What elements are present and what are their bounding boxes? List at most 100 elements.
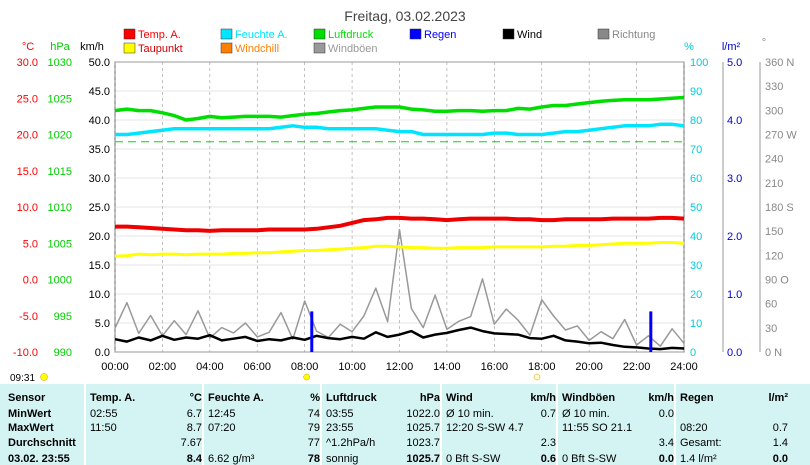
stats-column-title: Temp. A. <box>90 392 136 404</box>
stats-column-title: Windböen <box>562 392 616 404</box>
humidity-tick-label: 90 <box>690 86 702 98</box>
stats-cell-value: 2.3 <box>540 437 556 449</box>
pressure-tick-label: 1010 <box>48 202 72 214</box>
stats-column-title: Wind <box>446 392 473 404</box>
stats-cell-value: 0.0 <box>658 453 674 465</box>
pressure-tick-label: 1000 <box>48 275 72 287</box>
pressure-tick-label: 1020 <box>48 130 72 142</box>
stats-column-unit: °C <box>189 392 202 404</box>
stats-sensor-header: Sensor <box>8 392 46 404</box>
pressure-axis-unit: hPa <box>50 41 70 53</box>
direction-tick-label: 60 <box>765 299 777 311</box>
stats-cell-value: 0.6 <box>540 453 556 465</box>
rain-axis-unit: l/m² <box>722 41 741 53</box>
stats-cell-label: 11:55 SO 21.1 <box>562 422 633 434</box>
x-tick-label: 10:00 <box>338 361 366 373</box>
stats-cell-label: Gesamt: <box>680 437 722 449</box>
direction-tick-label: 90 O <box>765 275 789 287</box>
chart-title: Freitag, 03.02.2023 <box>344 8 466 24</box>
pressure-tick-label: 1030 <box>48 57 72 69</box>
rain-tick-label: 5.0 <box>727 57 742 69</box>
wind-tick-label: 15.0 <box>89 260 110 272</box>
humidity-tick-label: 70 <box>690 144 702 156</box>
stats-row-label: Durchschnitt <box>8 437 76 449</box>
direction-tick-label: 180 S <box>765 202 794 214</box>
sunrise-icon <box>40 373 48 381</box>
rain-tick-label: 3.0 <box>727 173 742 185</box>
stats-cell-label: sonnig <box>326 453 359 465</box>
wind-tick-label: 20.0 <box>89 231 110 243</box>
humidity-tick-label: 50 <box>690 202 702 214</box>
wind-tick-label: 10.0 <box>89 289 110 301</box>
stats-column-title: Regen <box>680 392 714 404</box>
stats-cell-label: 0 Bft S-SW <box>446 453 501 465</box>
stats-table: Sensor MinWert MaxWert Durchschnitt 03.02. 2… <box>0 384 810 465</box>
stats-row-label: MinWert <box>8 408 52 420</box>
stats-cell-label: 6.62 g/m³ <box>208 453 255 465</box>
rain-bar <box>649 311 653 352</box>
rain-tick-label: 2.0 <box>727 231 742 243</box>
direction-tick-label: 0 N <box>765 347 782 359</box>
legend-label-6: Taupunkt <box>138 43 183 55</box>
stats-cell-value: 78 <box>307 453 320 465</box>
stats-cell-label: 03:55 <box>326 408 354 420</box>
temp-tick-label: 25.0 <box>17 93 38 105</box>
stats-cell-value: 74 <box>307 408 320 420</box>
stats-column-unit: hPa <box>419 392 440 404</box>
x-tick-label: 20:00 <box>575 361 603 373</box>
legend-swatch-4 <box>502 28 515 40</box>
wind-tick-label: 35.0 <box>89 144 110 156</box>
stats-column-separator <box>202 384 204 465</box>
temp-tick-label: 15.0 <box>17 166 38 178</box>
legend-swatch-8 <box>313 42 326 54</box>
x-tick-label: 08:00 <box>291 361 319 373</box>
temp-tick-label: -5.0 <box>19 311 38 323</box>
legend-label-3: Regen <box>424 29 456 41</box>
x-tick-label: 02:00 <box>149 361 177 373</box>
legend-swatch-5 <box>597 28 610 40</box>
legend-swatch-3 <box>409 28 422 40</box>
stats-cell-value: 8.7 <box>186 422 202 434</box>
direction-tick-label: 120 <box>765 250 783 262</box>
rain-tick-label: 0.0 <box>727 347 742 359</box>
temp-tick-label: 0.0 <box>23 275 38 287</box>
stats-cell-value: 0.7 <box>772 422 788 434</box>
stats-column-title: Luftdruck <box>326 392 377 404</box>
pressure-tick-label: 995 <box>54 311 72 323</box>
legend-label-8: Windböen <box>328 43 378 55</box>
series-luftdruck <box>114 95 685 122</box>
humidity-tick-label: 60 <box>690 173 702 185</box>
stats-column-unit: km/h <box>530 392 556 404</box>
x-tick-label: 00:00 <box>101 361 129 373</box>
sun-marker-icon <box>303 373 310 381</box>
pressure-tick-label: 1015 <box>48 166 72 178</box>
humidity-tick-label: 10 <box>690 318 702 330</box>
stats-column-unit: % <box>310 392 320 404</box>
legend-swatch-6 <box>123 42 136 54</box>
stats-cell-label: 12:45 <box>208 408 236 420</box>
stats-column-separator <box>320 384 322 465</box>
stats-cell-label: 07:20 <box>208 422 236 434</box>
wind-axis-unit: km/h <box>80 41 104 53</box>
stats-cell-value: 3.4 <box>658 437 674 449</box>
stats-cell-value: 7.67 <box>180 437 202 449</box>
stats-cell-label: Ø 10 min. <box>446 408 494 420</box>
temp-axis-unit: °C <box>22 41 34 53</box>
x-tick-label: 24:00 <box>670 361 698 373</box>
stats-column-separator <box>440 384 442 465</box>
stats-cell-label: Ø 10 min. <box>562 408 610 420</box>
temp-tick-label: -10.0 <box>13 347 38 359</box>
wind-tick-label: 30.0 <box>89 173 110 185</box>
stats-column-separator <box>84 384 86 465</box>
stats-cell-value: 1022.0 <box>406 408 440 420</box>
stats-cell-label: 0 Bft S-SW <box>562 453 617 465</box>
rain-tick-label: 1.0 <box>727 289 742 301</box>
series-temp-a- <box>115 215 685 233</box>
direction-tick-label: 300 <box>765 105 783 117</box>
direction-tick-label: 210 <box>765 178 783 190</box>
wind-tick-label: 45.0 <box>89 86 110 98</box>
direction-tick-label: 330 <box>765 81 783 93</box>
pressure-tick-label: 1005 <box>48 238 72 250</box>
sunrise-time: 09:31 <box>10 373 35 384</box>
